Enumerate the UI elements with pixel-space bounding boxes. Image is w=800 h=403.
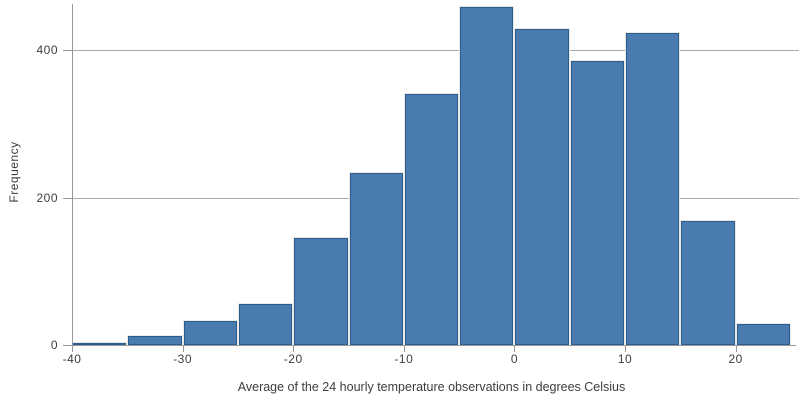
x-axis-title: Average of the 24 hourly temperature obs… [237,380,626,394]
x-tick-label: -30 [173,352,193,366]
x-axis-tick [293,346,295,352]
x-tick-label: -20 [283,352,303,366]
x-axis-tick [403,346,405,352]
x-axis-line [72,345,796,346]
x-tick-label: 10 [617,352,633,366]
y-axis-tick [63,50,72,52]
histogram-bar[interactable] [626,33,680,345]
histogram-bar[interactable] [460,6,514,345]
histogram-bar[interactable] [128,336,182,345]
x-tick-label: 20 [728,352,743,366]
x-axis-tick [514,346,516,352]
y-axis-tick [63,345,72,346]
histogram-bar[interactable] [238,303,293,345]
y-gridline [72,50,799,52]
y-tick-label: 200 [36,190,58,205]
histogram-bar[interactable] [404,93,459,345]
x-axis-tick [72,346,73,352]
histogram-bar[interactable] [681,221,735,345]
y-axis-line [72,4,73,346]
histogram-bar[interactable] [183,320,237,345]
x-axis-tick [735,346,737,352]
histogram-bar[interactable] [73,342,127,345]
x-tick-label: -10 [394,352,414,366]
histogram-bar[interactable] [349,173,403,345]
histogram-bar[interactable] [736,324,790,345]
y-tick-label: 400 [36,43,58,58]
x-tick-label: -40 [62,352,82,366]
histogram-bar[interactable] [515,28,569,345]
x-axis-tick [182,346,184,352]
histogram-bar[interactable] [294,238,348,345]
x-axis-tick [625,346,627,352]
histogram-bar[interactable] [570,61,625,345]
y-tick-label: 0 [50,338,58,352]
y-axis-tick [63,197,72,199]
x-tick-label: 0 [510,352,519,366]
